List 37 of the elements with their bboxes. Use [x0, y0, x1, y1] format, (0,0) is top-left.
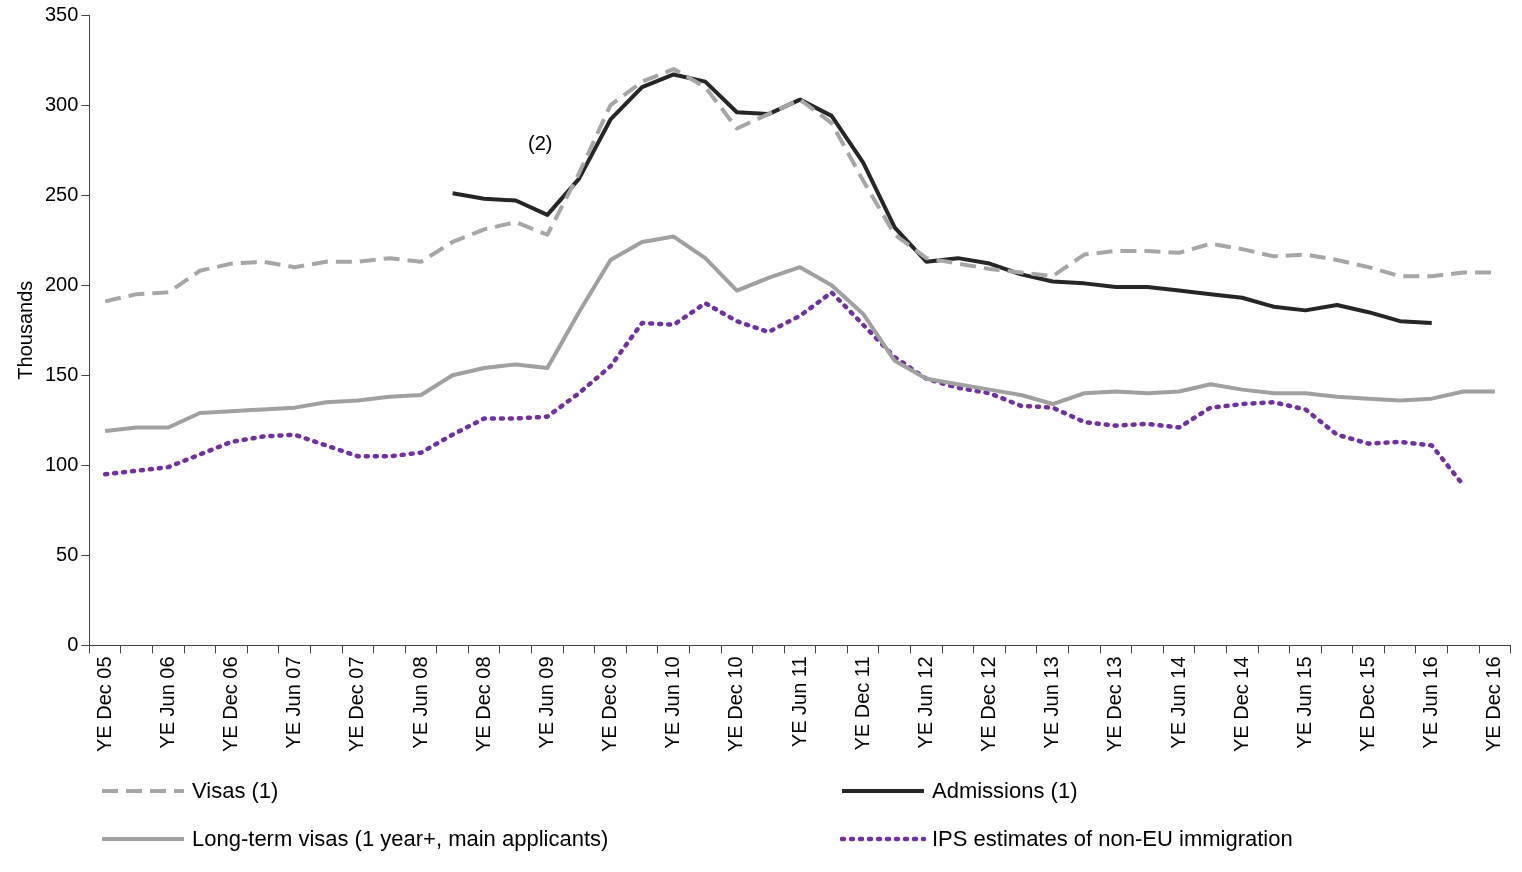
y-tick-label: 0 — [67, 632, 79, 655]
x-tick-label: YE Dec 06 — [219, 656, 242, 752]
y-tick-label: 100 — [44, 452, 79, 475]
y-tick-label: 150 — [44, 362, 79, 385]
x-tick-label: YE Jun 08 — [408, 656, 431, 749]
annotation: (2) — [528, 132, 553, 155]
legend-label: Admissions (1) — [932, 778, 1078, 804]
x-tick-label: YE Jun 09 — [534, 656, 557, 749]
legend-label: Long-term visas (1 year+, main applicants) — [192, 826, 609, 852]
x-tick-label: YE Jun 10 — [661, 656, 684, 749]
x-tick-label: YE Dec 12 — [977, 656, 1000, 752]
legend-label: IPS estimates of non-EU immigration — [932, 826, 1293, 852]
x-tick-label: YE Dec 05 — [92, 656, 115, 752]
x-tick-label: YE Jun 12 — [913, 656, 936, 749]
y-tick-label: 350 — [44, 2, 79, 25]
x-tick-label: YE Dec 15 — [1356, 656, 1379, 752]
y-axis-title: Thousands — [13, 280, 36, 380]
x-tick-label: YE Jun 14 — [1166, 656, 1189, 749]
x-tick-label: YE Dec 11 — [850, 656, 873, 751]
x-tick-label: YE Dec 10 — [724, 656, 747, 752]
y-tick-label: 50 — [56, 542, 79, 565]
y-tick-label: 200 — [44, 272, 79, 295]
x-tick-label: YE Jun 07 — [282, 656, 305, 749]
x-tick-label: YE Jun 11 — [787, 656, 810, 748]
x-tick-label: YE Dec 07 — [345, 656, 368, 752]
x-tick-label: YE Jun 13 — [1040, 656, 1063, 749]
y-tick-label: 250 — [44, 182, 79, 205]
x-tick-label: YE Dec 16 — [1482, 656, 1505, 752]
x-tick-label: YE Dec 09 — [598, 656, 621, 752]
x-tick-label: YE Jun 06 — [155, 656, 178, 749]
x-tick-label: YE Dec 08 — [471, 656, 494, 752]
x-tick-label: YE Jun 15 — [1292, 656, 1315, 749]
y-tick-label: 300 — [44, 92, 79, 115]
x-tick-label: YE Dec 14 — [1229, 656, 1252, 752]
x-tick-label: YE Jun 16 — [1419, 656, 1442, 749]
x-tick-label: YE Dec 13 — [1103, 656, 1126, 752]
legend-label: Visas (1) — [192, 778, 279, 804]
